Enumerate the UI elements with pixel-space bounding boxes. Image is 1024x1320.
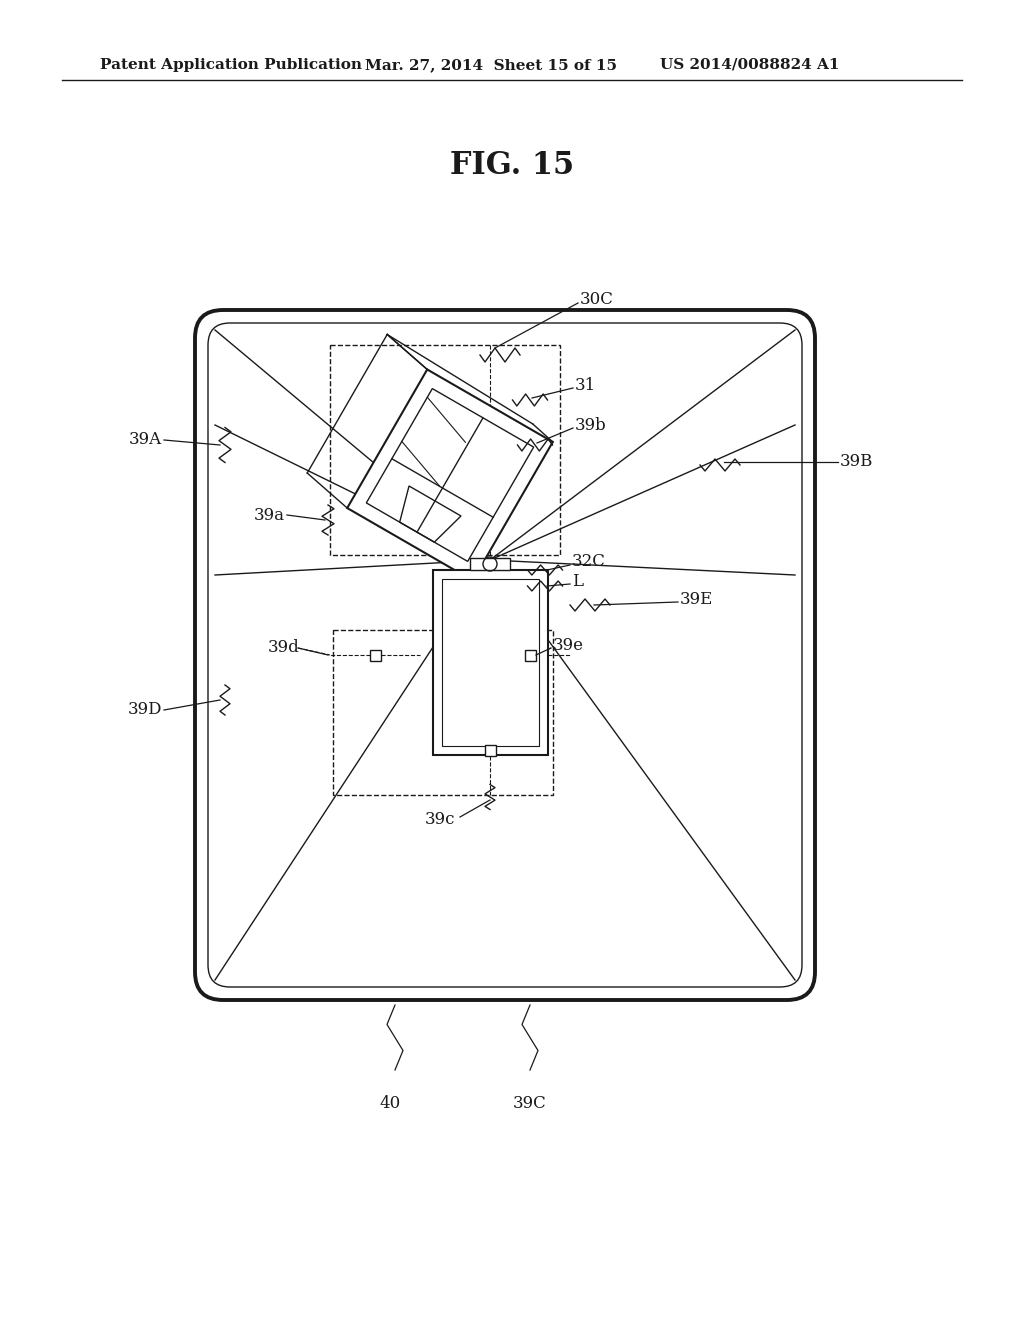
Bar [347, 370, 553, 581]
Bar [470, 558, 510, 570]
Text: 31: 31 [575, 376, 596, 393]
Text: 39A: 39A [129, 432, 162, 449]
Bar [484, 744, 496, 755]
Text: 39e: 39e [553, 636, 584, 653]
Bar [367, 388, 534, 561]
Text: 40: 40 [379, 1096, 400, 1111]
Text: 39C: 39C [513, 1096, 547, 1111]
Text: 32C: 32C [572, 553, 606, 570]
Text: US 2014/0088824 A1: US 2014/0088824 A1 [660, 58, 840, 73]
Text: Patent Application Publication: Patent Application Publication [100, 58, 362, 73]
FancyBboxPatch shape [195, 310, 815, 1001]
Text: 39b: 39b [575, 417, 607, 433]
Text: FIG. 15: FIG. 15 [450, 149, 574, 181]
Bar [524, 649, 536, 660]
Text: L: L [572, 573, 583, 590]
Bar [333, 630, 553, 795]
Text: 39B: 39B [840, 454, 873, 470]
Text: 39c: 39c [425, 812, 456, 829]
Bar [433, 570, 548, 755]
Bar [370, 649, 381, 660]
Text: Mar. 27, 2014  Sheet 15 of 15: Mar. 27, 2014 Sheet 15 of 15 [365, 58, 617, 73]
Text: 39D: 39D [128, 701, 162, 718]
Text: 39a: 39a [254, 507, 285, 524]
Text: 39E: 39E [680, 591, 714, 609]
Bar [330, 345, 560, 554]
Text: 39d: 39d [268, 639, 300, 656]
Text: 30C: 30C [580, 292, 613, 309]
Bar [442, 579, 539, 746]
